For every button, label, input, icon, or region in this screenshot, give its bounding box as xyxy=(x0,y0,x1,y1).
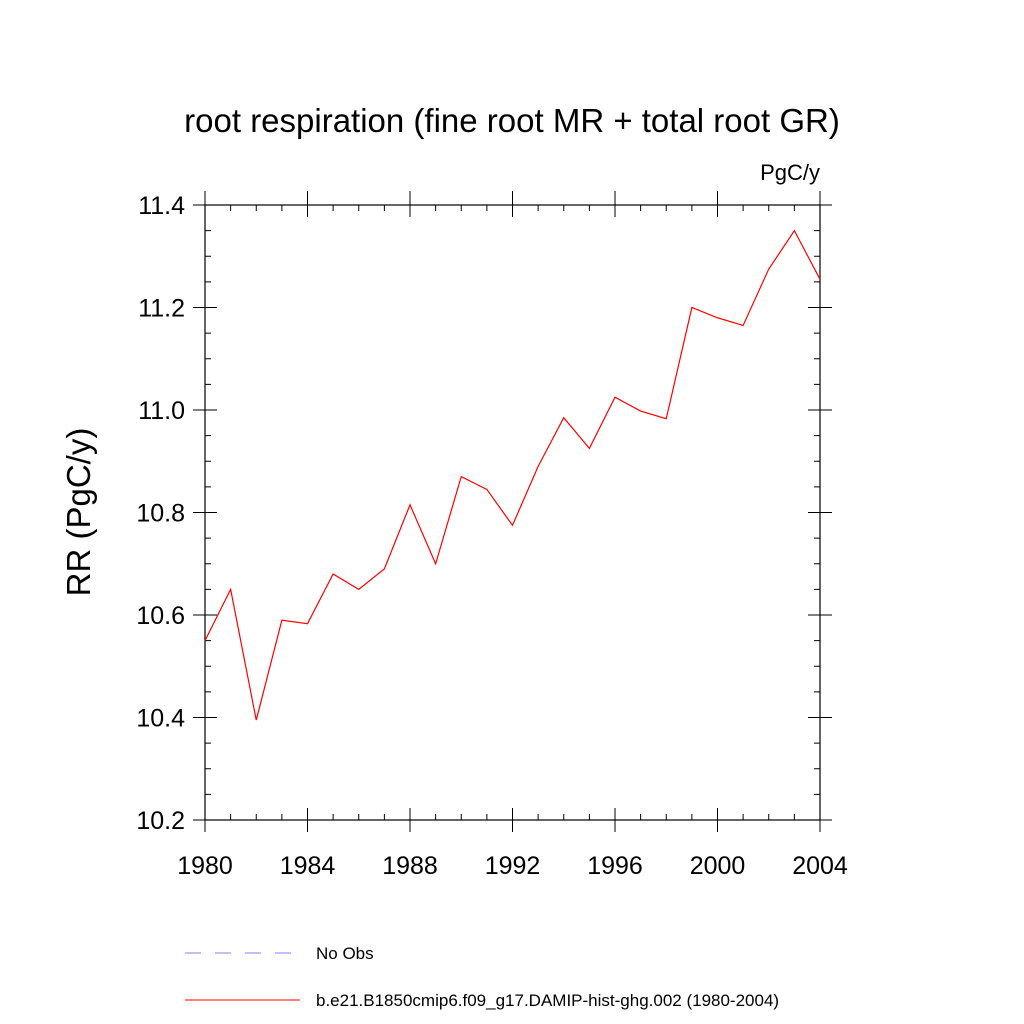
x-tick-label: 2000 xyxy=(690,852,746,880)
units-label: PgC/y xyxy=(760,160,820,185)
x-tick-label: 1980 xyxy=(177,852,233,880)
y-tick-label: 10.8 xyxy=(136,500,185,528)
y-tick-label: 10.2 xyxy=(136,807,185,835)
x-tick-label: 1996 xyxy=(587,852,643,880)
axes: 1980 1984 1988 1992 1996 2000 2004 10.2 10.4 10.6… xyxy=(136,191,848,880)
plot-frame xyxy=(204,204,821,821)
chart-title: root respiration (fine root MR + total r… xyxy=(184,102,840,139)
y-tick-label: 10.6 xyxy=(136,602,185,630)
series-layer xyxy=(204,229,821,721)
x-tick-label: 1988 xyxy=(382,852,438,880)
series-line xyxy=(204,229,821,721)
y-tick-label: 10.4 xyxy=(136,705,185,733)
legend-label: b.e21.B1850cmip6.f09_g17.DAMIP-hist-ghg.… xyxy=(316,991,779,1010)
y-tick-label: 11.0 xyxy=(138,397,185,425)
x-tick-label: 1984 xyxy=(280,852,336,880)
y-tick-label: 11.2 xyxy=(138,295,185,323)
y-tick-label: 11.4 xyxy=(138,192,185,220)
legend: No Obs b.e21.B1850cmip6.f09_g17.DAMIP-his… xyxy=(185,944,779,1010)
legend-label: No Obs xyxy=(316,944,374,963)
x-tick-label: 2004 xyxy=(792,852,848,880)
y-axis-label: RR (PgC/y) xyxy=(60,428,97,597)
x-tick-label: 1992 xyxy=(485,852,541,880)
